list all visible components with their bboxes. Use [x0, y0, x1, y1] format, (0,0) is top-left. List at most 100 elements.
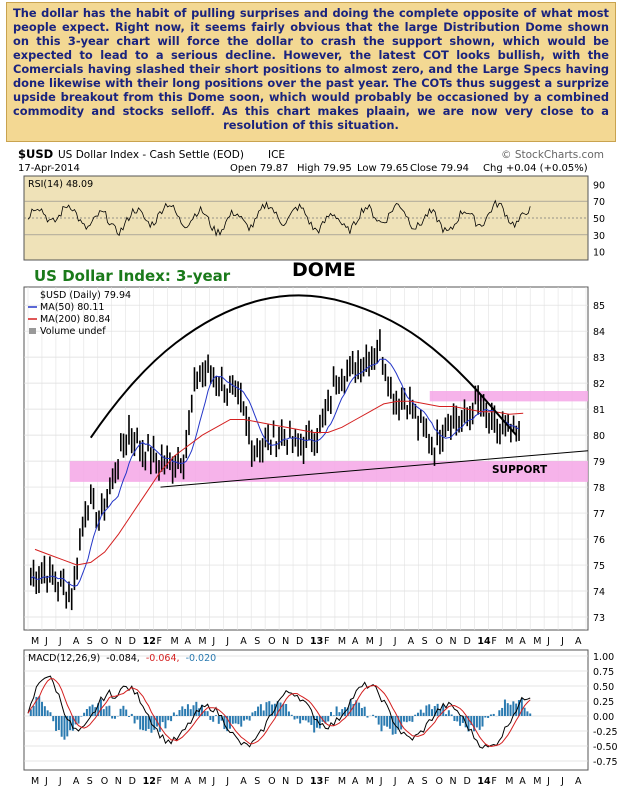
price-tick-label: 73 — [593, 613, 605, 624]
x-axis-month-label: M — [171, 776, 179, 787]
x-axis-month-label: S — [254, 776, 260, 787]
x-axis-month-label: A — [519, 636, 526, 647]
price-tick-label: 85 — [593, 301, 605, 312]
x-axis-month-label: O — [268, 636, 275, 647]
x-axis-month-label: S — [422, 636, 428, 647]
macd-tick-label: -0.25 — [593, 727, 618, 738]
x-axis-month-label: J — [211, 636, 215, 647]
x-axis-month-label: D — [463, 776, 470, 787]
x-axis-month-label: S — [87, 776, 93, 787]
x-axis-month-label: M — [338, 636, 346, 647]
price-tick-label: 77 — [593, 509, 605, 520]
chart-date: 17-Apr-2014 — [18, 163, 80, 174]
x-axis-month-label: D — [129, 776, 136, 787]
x-axis-month-label: A — [352, 776, 359, 787]
caption-text: The dollar has the habit of pulling surp… — [6, 2, 616, 142]
macd-tick-label: 0.75 — [593, 667, 614, 678]
rsi-tick-label: 90 — [593, 180, 605, 191]
x-axis-month-label: 14 — [477, 776, 491, 787]
macd-tick-label: -0.75 — [593, 757, 618, 768]
x-axis-month-label: A — [519, 776, 526, 787]
x-axis-macd: M J J A S O N D 12 F M A M J J A S O N D 13 F M A M J J A S O N D 14 F M A M… — [31, 776, 582, 787]
macd-tick-label: 0.50 — [593, 682, 614, 693]
x-axis-month-label: A — [575, 776, 582, 787]
x-axis-month-label: O — [436, 636, 443, 647]
macd-panel: MACD(12,26,9) -0.084, -0.064, -0.020 1.0… — [23, 649, 618, 771]
rsi-tick-label: 70 — [593, 197, 605, 208]
rsi-label: RSI(14) 48.09 — [28, 179, 93, 190]
x-axis-month-label: F — [324, 636, 329, 647]
x-axis-month-label: J — [211, 776, 215, 787]
x-axis-month-label: O — [436, 776, 443, 787]
x-axis-month-label: N — [450, 636, 457, 647]
dome-line — [89, 294, 518, 439]
open-value: Open 79.87 — [230, 163, 289, 174]
x-axis-month-label: A — [240, 776, 247, 787]
x-axis-month-label: D — [463, 636, 470, 647]
x-axis-month-label: M — [505, 636, 513, 647]
legend-ma200: MA(200) 80.84 — [40, 314, 110, 325]
x-axis-month-label: A — [240, 636, 247, 647]
price-tick-label: 78 — [593, 483, 605, 494]
price-tick-label: 83 — [593, 353, 605, 364]
x-axis-month-label: M — [171, 636, 179, 647]
annotation-support: SUPPORT — [492, 464, 548, 476]
legend-volume: Volume undef — [40, 326, 106, 337]
x-axis-month-label: M — [31, 636, 39, 647]
x-axis-month-label: F — [324, 776, 329, 787]
x-axis-month-label: A — [575, 636, 582, 647]
x-axis-month-label: D — [296, 636, 303, 647]
rsi-line — [27, 199, 531, 237]
x-axis-month-label: N — [115, 636, 122, 647]
price-tick-label: 75 — [593, 561, 605, 572]
x-axis-month-label: 14 — [477, 636, 491, 647]
x-axis-month-label: J — [58, 636, 62, 647]
watermark: © StockCharts.com — [501, 149, 604, 161]
high-value: High 79.95 — [297, 163, 352, 174]
x-axis-month-label: J — [44, 776, 48, 787]
x-axis-month-label: M — [31, 776, 39, 787]
macd-label: MACD(12,26,9) -0.084, -0.064, -0.020 — [28, 653, 216, 664]
x-axis-month-label: N — [282, 776, 289, 787]
x-axis-month-label: 13 — [310, 776, 323, 787]
x-axis-month-label: F — [157, 636, 162, 647]
x-axis-month-label: J — [393, 636, 397, 647]
x-axis-month-label: M — [338, 776, 346, 787]
x-axis-month-label: J — [225, 776, 229, 787]
x-axis-month-label: M — [366, 776, 374, 787]
ma50-line — [30, 358, 520, 587]
x-axis-month-label: M — [533, 636, 541, 647]
resistance-zone — [429, 390, 588, 402]
x-axis-month-label: J — [379, 776, 383, 787]
x-axis-month-label: A — [408, 776, 415, 787]
x-axis-month-label: O — [101, 636, 108, 647]
x-axis-month-label: 13 — [310, 636, 323, 647]
x-axis-month-label: J — [560, 776, 564, 787]
x-axis-month-label: 12 — [143, 636, 156, 647]
low-value: Low 79.65 — [357, 163, 409, 174]
x-axis-month-label: M — [533, 776, 541, 787]
price-panel: $USD (Daily) 79.94 MA(50) 80.11 MA(200) … — [23, 259, 605, 631]
price-tick-label: 80 — [593, 431, 605, 442]
x-axis-month-label: N — [450, 776, 457, 787]
macd-tick-label: -0.50 — [593, 742, 618, 753]
price-bars — [29, 329, 520, 611]
x-axis-month-label: M — [198, 776, 206, 787]
price-tick-label: 76 — [593, 535, 605, 546]
x-axis-month-label: J — [58, 776, 62, 787]
x-axis-month-label: 12 — [143, 776, 156, 787]
exchange-label: ICE — [268, 149, 285, 161]
x-axis-month-label: J — [560, 636, 564, 647]
x-axis-month-label: J — [225, 636, 229, 647]
x-axis-month-label: J — [546, 776, 550, 787]
x-axis-month-label: O — [101, 776, 108, 787]
x-axis-month-label: N — [115, 776, 122, 787]
x-axis-month-label: J — [546, 636, 550, 647]
legend-ma50: MA(50) 80.11 — [40, 302, 104, 313]
x-axis-month-label: J — [379, 636, 383, 647]
support-line — [160, 450, 589, 488]
macd-tick-label: 0.00 — [593, 712, 614, 723]
x-axis-month-label: D — [129, 636, 136, 647]
x-axis-month-label: F — [491, 636, 496, 647]
x-axis-price: M J J A S O N D 12 F M A M J J A S O N D 13 F M A M J J A S O N D 14 F M A M… — [31, 636, 582, 647]
